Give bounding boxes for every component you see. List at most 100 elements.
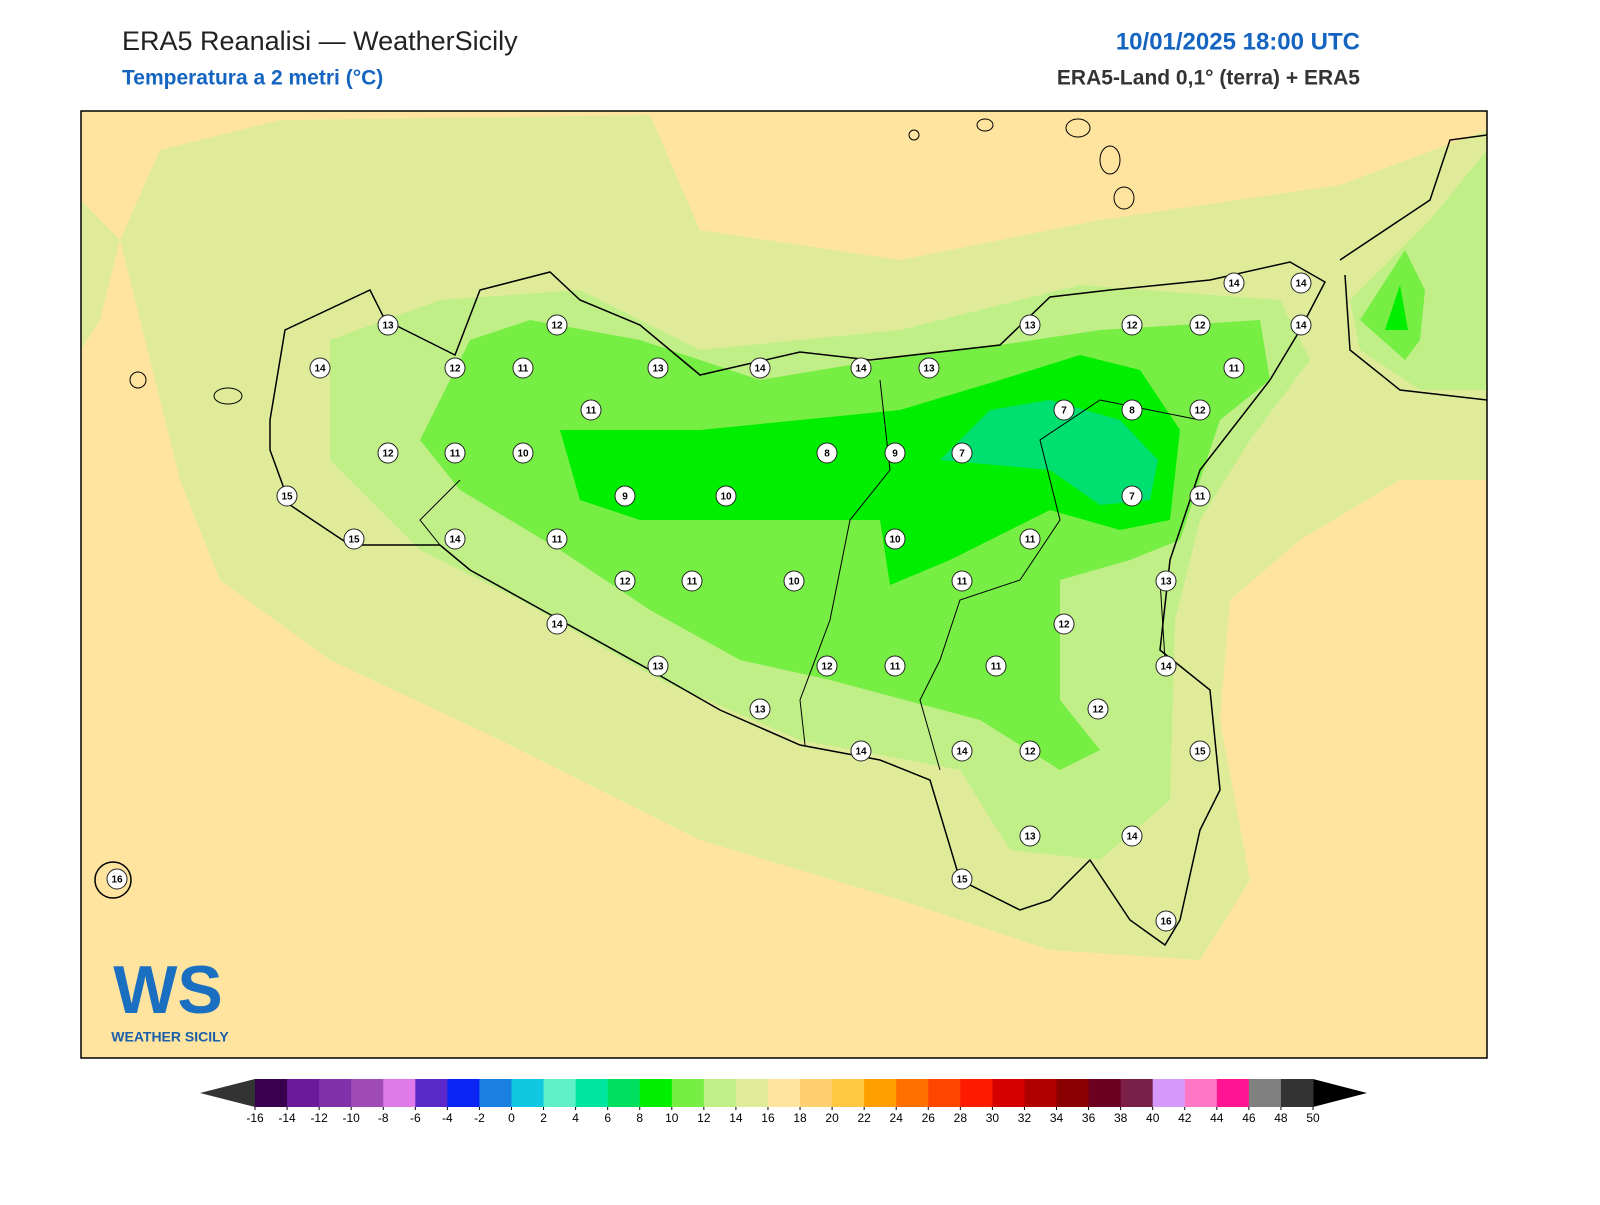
station-marker: [681, 570, 703, 592]
colorbar-bin: [671, 1079, 705, 1107]
station-marker: [512, 357, 534, 379]
colorbar-bin: [735, 1079, 769, 1107]
coastline: [269, 261, 1326, 947]
station-value: 8: [1129, 406, 1135, 417]
colorbar-bin: [543, 1079, 577, 1107]
colorbar-tick-label: 36: [1082, 1111, 1096, 1125]
colorbar-bin: [287, 1079, 320, 1107]
colorbar-bin: [1248, 1079, 1282, 1107]
station-value: 14: [855, 364, 867, 375]
colorbar-bin: [1024, 1079, 1058, 1107]
colorbar-bin: [319, 1079, 352, 1107]
colorbar-bin: [639, 1079, 673, 1107]
station-value: 11: [1025, 535, 1036, 546]
station-value: 14: [1228, 279, 1240, 290]
station-marker: [343, 528, 365, 550]
station-value: 12: [619, 577, 631, 588]
station-value: 11: [518, 364, 529, 375]
coastline: [1339, 134, 1487, 261]
colorbar-tick-label: 26: [922, 1111, 936, 1125]
colorbar-tick-label: 12: [697, 1111, 711, 1125]
logo-mark: WS: [113, 952, 223, 1028]
station-value: 7: [1129, 492, 1135, 503]
station-value: 13: [652, 662, 664, 673]
colorbar-tick-label: 8: [636, 1111, 643, 1125]
station-marker: [850, 740, 872, 762]
colorbar-tick-label: 48: [1274, 1111, 1288, 1125]
station-value: 9: [892, 449, 898, 460]
colorbar-tick-label: 50: [1306, 1111, 1320, 1125]
station-marker: [1121, 825, 1143, 847]
colorbar-tick-label: -6: [410, 1111, 421, 1125]
station-value: 14: [1160, 662, 1172, 673]
colorbar-bin: [767, 1079, 801, 1107]
source: ERA5-Land 0,1° (terra) + ERA5: [1057, 67, 1360, 90]
island: [129, 371, 147, 389]
station-value: 12: [1058, 620, 1070, 631]
subtitle: Temperatura a 2 metri (°C): [122, 67, 383, 90]
colorbar-tick-label: 46: [1242, 1111, 1256, 1125]
colorbar-bin: [703, 1079, 737, 1107]
island: [1113, 186, 1135, 210]
province-border: [419, 379, 1201, 771]
station-value: 13: [923, 364, 935, 375]
station-value: 12: [1194, 406, 1206, 417]
island: [1099, 145, 1121, 175]
station-marker: [106, 868, 128, 890]
station-marker: [1155, 910, 1177, 932]
colorbar-tick-label: 14: [729, 1111, 743, 1125]
map-frame: [80, 110, 1488, 1059]
station-marker: [444, 528, 466, 550]
colorbar-tick-label: 16: [761, 1111, 775, 1125]
colorbar-bin: [383, 1079, 416, 1107]
temp-zone: [940, 400, 1158, 505]
map: 13 12 14 12 11 13 14 14 13 13 12 12 14 14 14 11 11 7 8 12 12…: [81, 111, 1487, 1058]
station-marker: [1223, 357, 1245, 379]
station-marker: [951, 570, 973, 592]
colorbar-tick-label: -16: [246, 1111, 264, 1125]
colorbar-tick-label: 0: [508, 1111, 515, 1125]
station-value: 12: [551, 321, 563, 332]
station-marker: [1189, 485, 1211, 507]
station-value: 11: [586, 406, 597, 417]
station-value: 12: [449, 364, 461, 375]
station-marker: [884, 655, 906, 677]
colorbar-bin: [351, 1079, 384, 1107]
station-marker: [1290, 272, 1312, 294]
station-marker: [444, 357, 466, 379]
island: [1065, 118, 1091, 138]
colorbar-bin: [928, 1079, 961, 1107]
colorbar-tick-label: 2: [540, 1111, 547, 1125]
coastline: [1344, 274, 1487, 401]
colorbar-tick-label: 28: [954, 1111, 968, 1125]
station-marker: [546, 528, 568, 550]
station-marker: [951, 740, 973, 762]
station-value: 9: [622, 492, 628, 503]
colorbar-tick-label: 34: [1050, 1111, 1064, 1125]
station-value: 15: [348, 535, 360, 546]
colorbar-tick-label: 18: [793, 1111, 807, 1125]
island: [908, 129, 920, 141]
title: ERA5 Reanalisi — WeatherSicily: [122, 26, 518, 56]
station-value: 14: [1126, 832, 1138, 843]
colorbar-bin: [1216, 1079, 1250, 1107]
station-marker: [546, 613, 568, 635]
station-value: 10: [788, 577, 800, 588]
station-value: 14: [1295, 279, 1307, 290]
station-marker: [309, 357, 331, 379]
station-marker: [1290, 314, 1312, 336]
station-value: 14: [1295, 321, 1307, 332]
temp-zone: [81, 200, 120, 350]
station-marker: [1019, 528, 1041, 550]
station-marker: [1019, 825, 1041, 847]
station-value: 12: [382, 449, 394, 460]
station-value: 11: [890, 662, 901, 673]
station-value: 13: [1160, 577, 1172, 588]
temp-zone: [1360, 250, 1425, 360]
station-marker: [1053, 399, 1075, 421]
colorbar-bin: [607, 1079, 641, 1107]
colorbar-bin: [800, 1079, 833, 1107]
colorbar-bin: [255, 1079, 288, 1107]
station-marker: [918, 357, 940, 379]
